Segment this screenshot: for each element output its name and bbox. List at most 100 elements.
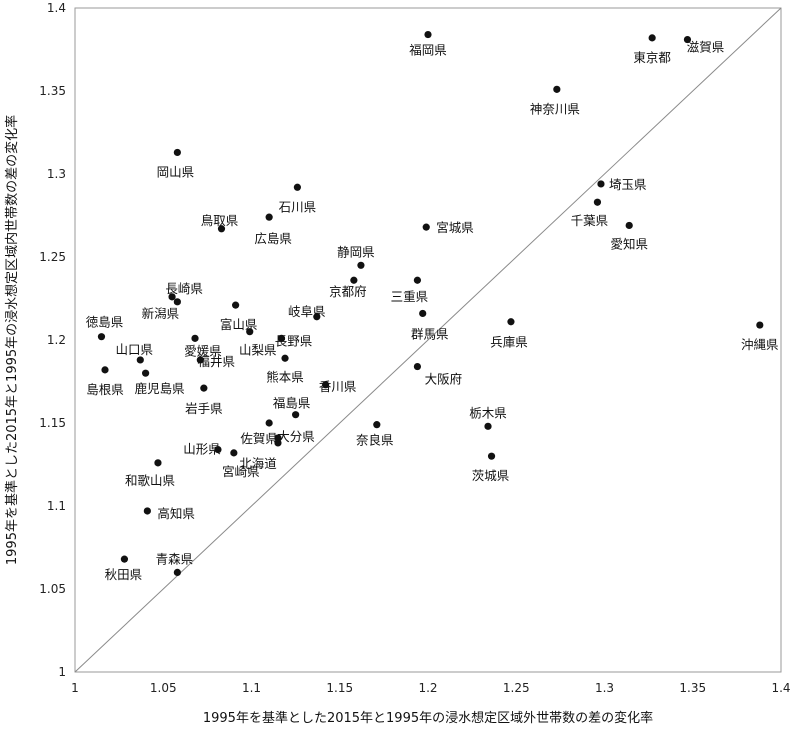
data-label: 広島県 — [254, 231, 292, 246]
data-point — [232, 301, 240, 309]
data-point — [507, 318, 515, 326]
data-point — [200, 384, 208, 392]
data-label: 静岡県 — [337, 244, 375, 259]
data-point — [350, 276, 358, 284]
data-point — [373, 421, 381, 429]
data-point — [230, 449, 238, 457]
y-tick-label: 1.25 — [39, 250, 66, 264]
data-point — [277, 334, 286, 342]
data-point — [683, 35, 692, 44]
data-point — [274, 439, 282, 447]
y-tick-label: 1.1 — [47, 499, 66, 513]
data-point — [265, 213, 273, 221]
y-tick-label: 1.05 — [39, 582, 66, 596]
data-point — [173, 298, 181, 306]
data-label: 佐賀県 — [240, 431, 278, 446]
x-axis-ticks: 1 1.05 1.1 1.15 1.2 1.25 1.3 1.35 1.4 — [71, 681, 790, 695]
data-label: 大分県 — [277, 429, 315, 444]
x-tick-label: 1.1 — [242, 681, 261, 695]
y-tick-label: 1.3 — [47, 167, 66, 181]
data-label: 茨城県 — [472, 468, 510, 483]
y-tick-label: 1.4 — [47, 1, 66, 15]
data-point — [293, 183, 301, 191]
data-label: 富山県 — [220, 317, 258, 332]
data-label: 石川県 — [279, 199, 317, 214]
data-label: 青森県 — [156, 551, 194, 566]
data-label: 愛媛県 — [184, 343, 222, 358]
data-label: 群馬県 — [411, 326, 449, 341]
data-label: 栃木県 — [469, 405, 507, 420]
data-label: 東京都 — [633, 50, 671, 65]
data-label: 岡山県 — [157, 164, 195, 179]
data-label: 千葉県 — [571, 213, 609, 228]
data-point — [191, 334, 199, 342]
data-point — [136, 356, 144, 364]
data-label: 熊本県 — [266, 369, 304, 384]
data-label: 鹿児島県 — [135, 381, 185, 396]
data-point — [292, 411, 300, 419]
data-label: 愛知県 — [610, 236, 648, 251]
x-tick-label: 1 — [71, 681, 79, 695]
data-label: 福島県 — [273, 396, 311, 411]
data-label: 徳島県 — [86, 315, 124, 330]
data-label: 神奈川県 — [530, 101, 580, 116]
data-label: 兵庫県 — [490, 335, 528, 350]
data-point — [648, 34, 656, 42]
data-label: 島根県 — [86, 382, 124, 397]
data-point — [413, 362, 422, 371]
data-point — [246, 328, 254, 336]
data-point — [593, 198, 602, 206]
data-label: 沖縄県 — [741, 337, 779, 352]
data-point — [413, 276, 422, 284]
data-label: 山形県 — [183, 442, 221, 457]
y-tick-label: 1 — [58, 665, 66, 679]
data-point — [196, 356, 204, 364]
data-points — [97, 30, 764, 577]
data-point — [322, 381, 330, 389]
data-point — [281, 354, 289, 362]
data-label: 埼玉県 — [609, 177, 647, 192]
x-axis-title: 1995年を基準とした2015年と1995年の浸水想定区域外世帯数の差の変化率 — [203, 710, 653, 726]
x-tick-label: 1.25 — [503, 681, 530, 695]
data-point — [173, 148, 181, 157]
data-label: 宮城県 — [436, 220, 474, 235]
data-point — [142, 369, 150, 377]
data-label: 香川県 — [319, 379, 357, 394]
data-label: 京都府 — [329, 284, 367, 299]
data-point — [173, 568, 181, 577]
data-point — [217, 225, 226, 233]
data-label: 秋田県 — [105, 567, 143, 582]
data-point — [424, 30, 432, 39]
data-label: 長崎県 — [165, 281, 203, 296]
x-tick-label: 1.4 — [771, 681, 790, 695]
data-label: 山梨県 — [239, 343, 277, 358]
data-point — [553, 85, 561, 93]
data-point — [265, 419, 273, 427]
x-tick-label: 1.05 — [150, 681, 177, 695]
data-point — [143, 507, 151, 515]
data-label: 和歌山県 — [125, 473, 175, 488]
data-point — [274, 434, 282, 442]
data-label: 山口県 — [116, 342, 154, 357]
x-tick-label: 1.15 — [326, 681, 353, 695]
data-label: 滋賀県 — [687, 40, 725, 55]
data-label: 岩手県 — [185, 401, 223, 416]
data-point — [756, 321, 764, 329]
data-point — [168, 293, 176, 301]
data-point — [120, 555, 129, 563]
data-point — [597, 180, 605, 188]
data-point — [625, 221, 633, 230]
data-label: 高知県 — [157, 506, 195, 521]
y-tick-label: 1.15 — [39, 416, 66, 430]
y-axis-ticks: 1 1.05 1.1 1.15 1.2 1.25 1.3 1.35 1.4 — [39, 1, 66, 679]
x-tick-label: 1.35 — [679, 681, 706, 695]
x-tick-label: 1.3 — [595, 681, 614, 695]
data-point — [422, 223, 430, 231]
data-point — [487, 452, 496, 460]
data-label: 新潟県 — [142, 306, 180, 321]
y-tick-label: 1.2 — [47, 333, 66, 347]
data-label: 奈良県 — [356, 433, 394, 448]
y-tick-label: 1.35 — [39, 84, 66, 98]
